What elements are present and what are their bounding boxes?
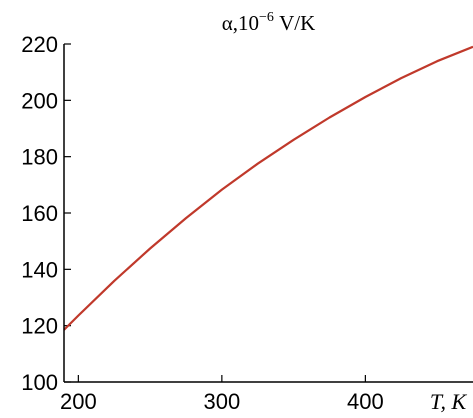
y-tick-label-100: 100 [21, 370, 58, 395]
x-tick-label-300: 300 [204, 389, 241, 414]
x-axis-label: T, K [430, 389, 468, 414]
x-tick-label-200: 200 [60, 389, 97, 414]
y-tick-label-220: 220 [21, 32, 58, 57]
x-tick-label-400: 400 [347, 389, 384, 414]
series-line-0 [63, 45, 473, 331]
title-exponent: −6 [259, 10, 274, 25]
title-comma: ,10 [233, 11, 259, 35]
y-tick-label-120: 120 [21, 314, 58, 339]
y-tick-label-200: 200 [21, 88, 58, 113]
chart-title: α,10−6 V/K [222, 10, 316, 35]
title-alpha: α [222, 11, 233, 35]
ticks-layer [64, 43, 366, 383]
tick-labels: 100 120 140 160 180 200 220 200 300 400 [21, 32, 383, 414]
y-tick-label-140: 140 [21, 257, 58, 282]
title-unit: V/K [274, 11, 315, 35]
y-tick-label-180: 180 [21, 145, 58, 170]
y-tick-label-160: 160 [21, 201, 58, 226]
series-layer [63, 45, 473, 331]
